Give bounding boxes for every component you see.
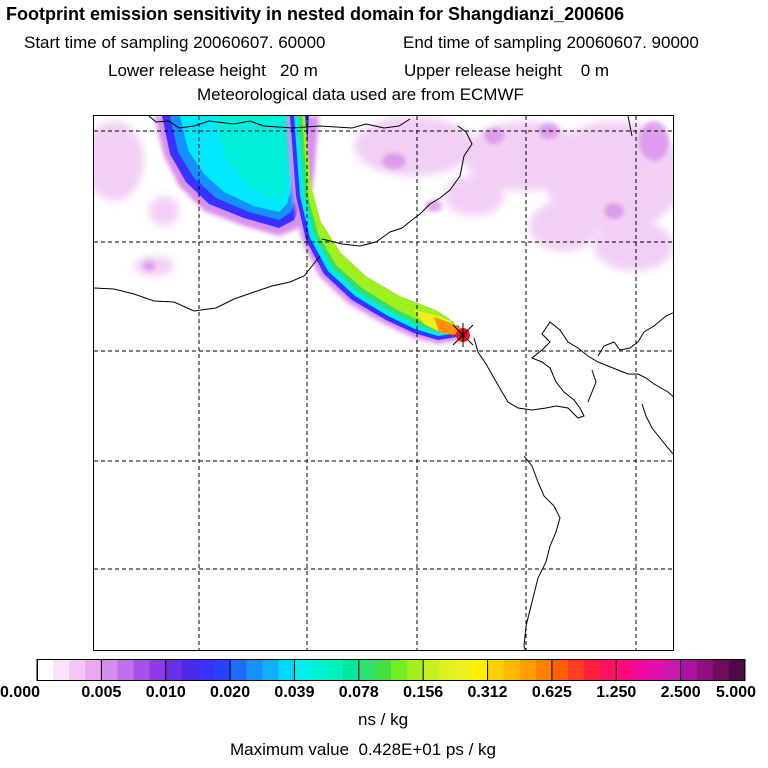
colorbar-swatch xyxy=(294,659,312,681)
colorbar-swatch xyxy=(326,659,344,681)
colorbar-swatch xyxy=(149,659,167,681)
colorbar-swatch xyxy=(712,659,730,681)
end-time-label: End time of sampling 20060607. 90000 xyxy=(403,33,699,52)
colorbar-swatch xyxy=(648,659,666,681)
colorbar-tick-label: 0.625 xyxy=(531,684,572,701)
plume-tail xyxy=(286,116,466,344)
colorbar-swatch xyxy=(503,659,521,681)
colorbar-swatch xyxy=(262,659,279,681)
colorbar-swatch xyxy=(246,659,263,681)
colorbar-tick-label: 0.039 xyxy=(274,684,315,701)
colorbar-swatch xyxy=(85,659,102,681)
colorbar-swatch xyxy=(535,659,553,681)
colorbar-tick-label: 0.000 xyxy=(0,684,41,701)
colorbar-tick-label: 2.500 xyxy=(660,684,701,701)
colorbar-canvas xyxy=(36,659,746,681)
start-time-label: Start time of sampling 20060607. 60000 xyxy=(24,33,326,52)
colorbar-tick-label: 0.312 xyxy=(467,684,508,701)
colorbar-swatch xyxy=(487,659,505,681)
colorbar-swatch xyxy=(230,659,247,681)
colorbar-swatch xyxy=(632,659,649,681)
colorbar-swatch xyxy=(310,659,328,681)
plot-title: Footprint emission sensitivity in nested… xyxy=(6,4,625,24)
colorbar-tick-label: 1.250 xyxy=(596,684,637,701)
colorbar-swatch xyxy=(600,659,617,681)
maximum-value-label: Maximum value 0.428E+01 ps / kg xyxy=(230,740,496,759)
colorbar-swatch xyxy=(181,659,199,681)
coastlines xyxy=(94,116,673,650)
colorbar-tick-label: 0.005 xyxy=(81,684,122,701)
colorbar-swatch xyxy=(455,659,472,681)
receptor-station-marker xyxy=(452,323,474,347)
colorbar-swatch xyxy=(391,659,408,681)
graticule xyxy=(94,116,673,650)
colorbar-swatch xyxy=(519,659,537,681)
colorbar-swatch xyxy=(214,659,231,681)
colorbar-frame xyxy=(37,659,745,681)
colorbar-swatch xyxy=(471,659,489,681)
colorbar-swatch xyxy=(342,659,360,681)
colorbar-swatch xyxy=(664,659,682,681)
met-data-label: Meteorological data used are from ECMWF xyxy=(197,85,524,104)
colorbar-swatch xyxy=(680,659,698,681)
colorbar-swatch xyxy=(358,659,376,681)
colorbar-swatch xyxy=(374,659,392,681)
colorbar-swatch xyxy=(117,659,135,681)
map-canvas xyxy=(94,116,673,650)
colorbar-swatch xyxy=(101,659,118,681)
colorbar-tick-label: 0.010 xyxy=(145,684,186,701)
colorbar-swatch xyxy=(696,659,714,681)
colorbar-swatch xyxy=(551,659,569,681)
colorbar-swatch xyxy=(568,659,585,681)
footprint-map xyxy=(93,115,674,651)
colorbar-swatch xyxy=(439,659,456,681)
colorbar-tick-label: 0.078 xyxy=(338,684,379,701)
colorbar-swatch xyxy=(423,659,440,681)
colorbar-swatch xyxy=(37,659,54,681)
colorbar-swatch xyxy=(278,659,295,681)
colorbar-swatch xyxy=(407,659,424,681)
colorbar-tick-label: 0.020 xyxy=(210,684,251,701)
colorbar-swatch xyxy=(197,659,215,681)
colorbar-units: ns / kg xyxy=(358,710,409,729)
colorbar-swatch xyxy=(133,659,151,681)
colorbar-swatch xyxy=(53,659,70,681)
colorbar-tick-label: 5.000 xyxy=(715,684,756,701)
colorbar-swatch xyxy=(69,659,86,681)
colorbar xyxy=(36,659,746,681)
colorbar-swatch xyxy=(584,659,601,681)
colorbar-swatch xyxy=(616,659,633,681)
lower-release-height-label: Lower release height 20 m xyxy=(108,61,318,80)
upper-release-height-label: Upper release height 0 m xyxy=(404,61,610,80)
colorbar-tick-label: 0.156 xyxy=(403,684,444,701)
colorbar-swatch xyxy=(728,659,746,681)
colorbar-swatch xyxy=(165,659,183,681)
